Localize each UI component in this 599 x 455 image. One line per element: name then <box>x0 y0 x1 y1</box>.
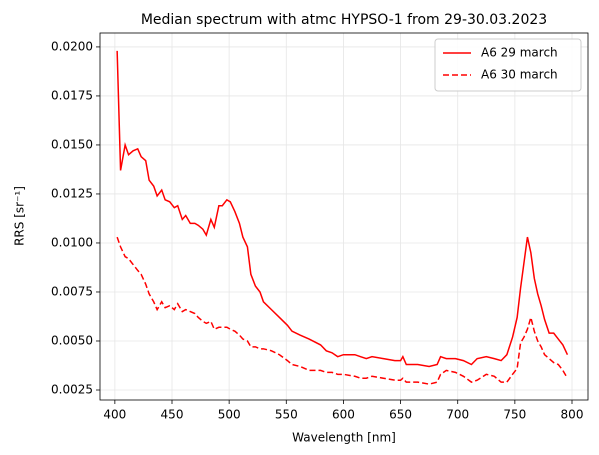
y-tick-label: 0.0025 <box>51 383 93 397</box>
x-tick-label: 600 <box>332 408 355 422</box>
x-tick-label: 400 <box>103 408 126 422</box>
axes-frame <box>99 32 589 401</box>
x-tick-label: 700 <box>446 408 469 422</box>
x-tick-label: 450 <box>161 408 184 422</box>
y-tick-label: 0.0150 <box>51 137 93 151</box>
y-tick-label: 0.0075 <box>51 284 93 298</box>
y-tick-label: 0.0175 <box>51 88 93 102</box>
legend: A6 29 march A6 30 march <box>434 38 582 92</box>
legend-label: A6 30 march <box>481 68 558 82</box>
x-axis-label: Wavelength [nm] <box>292 431 396 445</box>
x-tick-label: 650 <box>389 408 412 422</box>
y-axis-label: RRS [sr⁻¹] <box>13 186 27 246</box>
y-tick-label: 0.0125 <box>51 186 93 200</box>
chart-title: Median spectrum with atmc HYPSO-1 from 2… <box>141 12 547 28</box>
y-tick-label: 0.0050 <box>51 333 93 347</box>
legend-box <box>434 38 582 92</box>
y-tick-label: 0.0200 <box>51 39 93 53</box>
x-tick-label: 550 <box>275 408 298 422</box>
data-line <box>116 236 569 385</box>
legend-label: A6 29 march <box>481 46 558 60</box>
y-tick-label: 0.0100 <box>51 235 93 249</box>
x-tick-label: 500 <box>218 408 241 422</box>
x-tick-label: 800 <box>561 408 584 422</box>
x-tick-label: 750 <box>503 408 526 422</box>
data-line <box>116 50 569 368</box>
